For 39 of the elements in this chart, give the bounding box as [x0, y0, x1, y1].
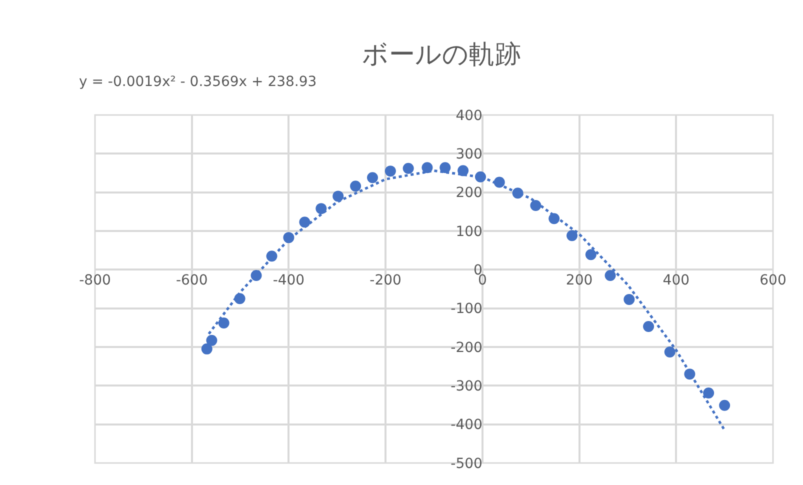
y-tick-label: -200	[450, 340, 482, 356]
y-tick-label: -300	[450, 378, 482, 395]
point	[206, 334, 218, 346]
y-tick-label: -500	[450, 456, 482, 472]
point	[719, 400, 730, 411]
point	[566, 230, 578, 242]
y-tick-label: -400	[450, 417, 482, 434]
x-tick-label: 200	[566, 272, 593, 289]
point	[316, 203, 327, 214]
point	[604, 270, 616, 281]
chart-title: ボールの軌跡	[362, 40, 522, 70]
point	[440, 162, 451, 174]
text: y = -0.0019x² - 0.3569x + 238.93	[79, 74, 317, 90]
point	[664, 346, 676, 358]
x-tick-label: -800	[79, 272, 111, 289]
point	[218, 318, 230, 329]
point	[585, 249, 596, 260]
point	[384, 166, 396, 177]
point	[299, 216, 310, 228]
point	[643, 321, 654, 332]
point	[332, 190, 344, 202]
y-tick-label: -100	[450, 301, 482, 318]
point	[624, 294, 635, 305]
point	[201, 343, 212, 354]
point	[530, 200, 542, 211]
x-tick-label: 600	[760, 272, 786, 289]
point	[350, 180, 362, 192]
y-tick-label: 100	[456, 224, 482, 240]
y-tick-label: 300	[456, 146, 482, 163]
x-tick-label: -400	[272, 272, 305, 289]
point	[367, 172, 378, 184]
y-tick-label: 400	[456, 108, 482, 124]
x-tick-label: -600	[176, 272, 208, 289]
x-tick-label: 400	[662, 272, 690, 289]
x-tick-label: -200	[370, 272, 402, 289]
point	[703, 388, 714, 399]
point	[422, 162, 433, 174]
point	[402, 162, 414, 174]
y-tick-label: 200	[456, 185, 482, 202]
